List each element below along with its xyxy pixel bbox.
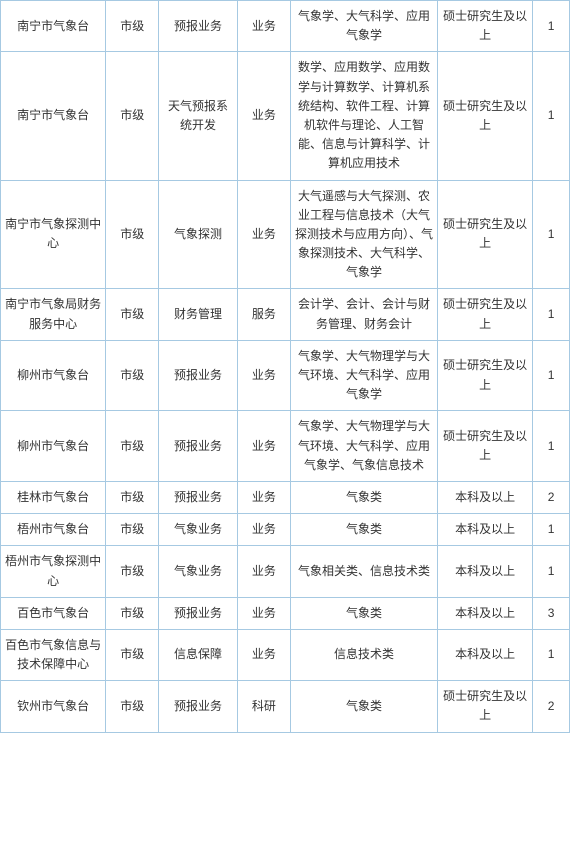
major-cell: 会计学、会计、会计与财务管理、财务会计 <box>290 289 438 340</box>
type-cell: 业务 <box>238 411 291 482</box>
count-cell: 1 <box>533 340 570 411</box>
education-cell: 硕士研究生及以上 <box>438 340 533 411</box>
unit-cell: 南宁市气象局财务服务中心 <box>1 289 106 340</box>
unit-cell: 桂林市气象台 <box>1 481 106 513</box>
level-cell: 市级 <box>106 1 159 52</box>
type-cell: 业务 <box>238 514 291 546</box>
type-cell: 业务 <box>238 481 291 513</box>
table-row: 南宁市气象台市级预报业务业务气象学、大气科学、应用气象学硕士研究生及以上1 <box>1 1 570 52</box>
unit-cell: 百色市气象台 <box>1 597 106 629</box>
table-row: 百色市气象台市级预报业务业务气象类本科及以上3 <box>1 597 570 629</box>
count-cell: 1 <box>533 52 570 180</box>
level-cell: 市级 <box>106 289 159 340</box>
level-cell: 市级 <box>106 340 159 411</box>
unit-cell: 南宁市气象台 <box>1 52 106 180</box>
level-cell: 市级 <box>106 481 159 513</box>
table-row: 柳州市气象台市级预报业务业务气象学、大气物理学与大气环境、大气科学、应用气象学、… <box>1 411 570 482</box>
table-row: 南宁市气象探测中心市级气象探测业务大气遥感与大气探测、农业工程与信息技术（大气探… <box>1 180 570 289</box>
education-cell: 本科及以上 <box>438 597 533 629</box>
table-row: 南宁市气象局财务服务中心市级财务管理服务会计学、会计、会计与财务管理、财务会计硕… <box>1 289 570 340</box>
table-row: 南宁市气象台市级天气预报系统开发业务数学、应用数学、应用数学与计算数学、计算机系… <box>1 52 570 180</box>
level-cell: 市级 <box>106 681 159 732</box>
unit-cell: 梧州市气象探测中心 <box>1 546 106 597</box>
major-cell: 气象相关类、信息技术类 <box>290 546 438 597</box>
count-cell: 2 <box>533 481 570 513</box>
education-cell: 本科及以上 <box>438 481 533 513</box>
unit-cell: 柳州市气象台 <box>1 340 106 411</box>
education-cell: 硕士研究生及以上 <box>438 1 533 52</box>
major-cell: 气象学、大气物理学与大气环境、大气科学、应用气象学 <box>290 340 438 411</box>
position-cell: 信息保障 <box>159 629 238 680</box>
position-cell: 预报业务 <box>159 481 238 513</box>
position-cell: 预报业务 <box>159 681 238 732</box>
level-cell: 市级 <box>106 546 159 597</box>
count-cell: 1 <box>533 289 570 340</box>
count-cell: 1 <box>533 514 570 546</box>
count-cell: 3 <box>533 597 570 629</box>
education-cell: 硕士研究生及以上 <box>438 52 533 180</box>
type-cell: 业务 <box>238 340 291 411</box>
type-cell: 业务 <box>238 52 291 180</box>
major-cell: 数学、应用数学、应用数学与计算数学、计算机系统结构、软件工程、计算机软件与理论、… <box>290 52 438 180</box>
level-cell: 市级 <box>106 514 159 546</box>
major-cell: 气象类 <box>290 681 438 732</box>
level-cell: 市级 <box>106 597 159 629</box>
table-row: 梧州市气象探测中心市级气象业务业务气象相关类、信息技术类本科及以上1 <box>1 546 570 597</box>
type-cell: 业务 <box>238 180 291 289</box>
unit-cell: 梧州市气象台 <box>1 514 106 546</box>
education-cell: 硕士研究生及以上 <box>438 180 533 289</box>
count-cell: 1 <box>533 411 570 482</box>
unit-cell: 柳州市气象台 <box>1 411 106 482</box>
level-cell: 市级 <box>106 52 159 180</box>
level-cell: 市级 <box>106 180 159 289</box>
table-row: 钦州市气象台市级预报业务科研气象类硕士研究生及以上2 <box>1 681 570 732</box>
unit-cell: 钦州市气象台 <box>1 681 106 732</box>
education-cell: 本科及以上 <box>438 629 533 680</box>
education-cell: 本科及以上 <box>438 546 533 597</box>
count-cell: 1 <box>533 546 570 597</box>
major-cell: 信息技术类 <box>290 629 438 680</box>
major-cell: 气象类 <box>290 597 438 629</box>
education-cell: 本科及以上 <box>438 514 533 546</box>
count-cell: 1 <box>533 180 570 289</box>
position-cell: 预报业务 <box>159 340 238 411</box>
type-cell: 业务 <box>238 629 291 680</box>
position-cell: 预报业务 <box>159 411 238 482</box>
table-row: 桂林市气象台市级预报业务业务气象类本科及以上2 <box>1 481 570 513</box>
major-cell: 气象类 <box>290 481 438 513</box>
type-cell: 业务 <box>238 1 291 52</box>
count-cell: 1 <box>533 629 570 680</box>
level-cell: 市级 <box>106 629 159 680</box>
major-cell: 气象学、大气物理学与大气环境、大气科学、应用气象学、气象信息技术 <box>290 411 438 482</box>
type-cell: 业务 <box>238 597 291 629</box>
type-cell: 科研 <box>238 681 291 732</box>
position-cell: 预报业务 <box>159 597 238 629</box>
unit-cell: 百色市气象信息与技术保障中心 <box>1 629 106 680</box>
position-cell: 天气预报系统开发 <box>159 52 238 180</box>
major-cell: 气象学、大气科学、应用气象学 <box>290 1 438 52</box>
unit-cell: 南宁市气象台 <box>1 1 106 52</box>
position-cell: 预报业务 <box>159 1 238 52</box>
position-cell: 气象业务 <box>159 546 238 597</box>
table-row: 柳州市气象台市级预报业务业务气象学、大气物理学与大气环境、大气科学、应用气象学硕… <box>1 340 570 411</box>
level-cell: 市级 <box>106 411 159 482</box>
position-cell: 气象业务 <box>159 514 238 546</box>
major-cell: 大气遥感与大气探测、农业工程与信息技术（大气探测技术与应用方向）、气象探测技术、… <box>290 180 438 289</box>
unit-cell: 南宁市气象探测中心 <box>1 180 106 289</box>
position-cell: 财务管理 <box>159 289 238 340</box>
type-cell: 业务 <box>238 546 291 597</box>
type-cell: 服务 <box>238 289 291 340</box>
recruitment-table: 南宁市气象台市级预报业务业务气象学、大气科学、应用气象学硕士研究生及以上1南宁市… <box>0 0 570 733</box>
table-row: 百色市气象信息与技术保障中心市级信息保障业务信息技术类本科及以上1 <box>1 629 570 680</box>
table-row: 梧州市气象台市级气象业务业务气象类本科及以上1 <box>1 514 570 546</box>
education-cell: 硕士研究生及以上 <box>438 681 533 732</box>
count-cell: 2 <box>533 681 570 732</box>
position-cell: 气象探测 <box>159 180 238 289</box>
education-cell: 硕士研究生及以上 <box>438 411 533 482</box>
education-cell: 硕士研究生及以上 <box>438 289 533 340</box>
count-cell: 1 <box>533 1 570 52</box>
table-body: 南宁市气象台市级预报业务业务气象学、大气科学、应用气象学硕士研究生及以上1南宁市… <box>1 1 570 733</box>
major-cell: 气象类 <box>290 514 438 546</box>
